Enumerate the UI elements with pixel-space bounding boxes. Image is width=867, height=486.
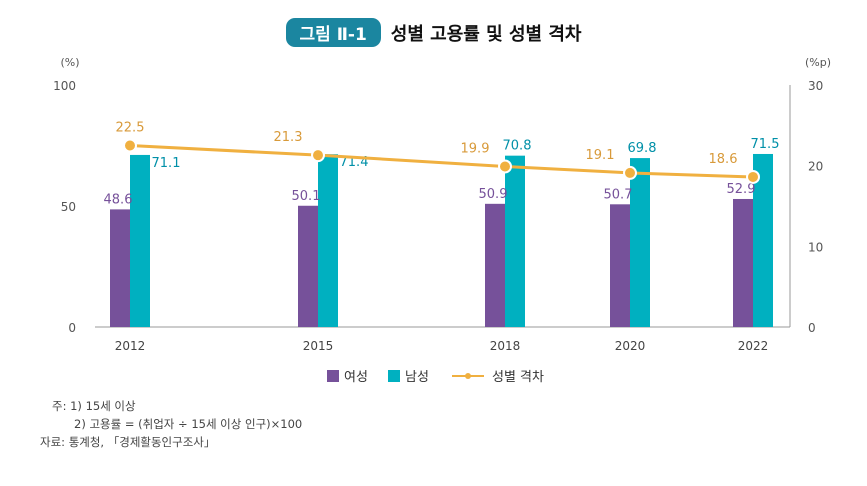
label-gap: 19.9 — [461, 141, 490, 156]
left-tick-label: 100 — [53, 79, 76, 93]
figure-title: 그림 Ⅱ-1 성별 고용률 및 성별 격차 — [0, 18, 867, 47]
label-gap: 21.3 — [274, 130, 303, 145]
left-tick-label: 50 — [61, 200, 76, 214]
bar-female — [733, 198, 753, 327]
label-gap: 22.5 — [116, 121, 145, 136]
left-tick-label: 0 — [68, 321, 76, 335]
legend-marker-gap — [465, 373, 471, 379]
label-female: 50.1 — [292, 189, 321, 204]
x-tick-label: 2020 — [615, 339, 646, 353]
x-tick-label: 2012 — [115, 339, 146, 353]
right-tick-label: 10 — [808, 240, 823, 254]
label-male: 69.8 — [628, 141, 657, 156]
bar-male — [130, 154, 150, 327]
label-female: 50.9 — [479, 187, 508, 202]
legend-label-male: 남성 — [405, 370, 429, 385]
label-male: 71.1 — [152, 156, 181, 171]
figure-title-text: 성별 고용률 및 성별 격차 — [390, 23, 582, 45]
gap-point — [123, 138, 137, 153]
legend-swatch-male — [388, 370, 400, 382]
bar-female — [485, 203, 505, 327]
bar-female — [298, 205, 318, 327]
legend-label-gap: 성별 격차 — [492, 370, 544, 385]
label-female: 48.6 — [104, 192, 133, 207]
legend-label-female: 여성 — [344, 370, 368, 385]
x-tick-label: 2015 — [303, 339, 334, 353]
label-female: 50.7 — [604, 187, 633, 202]
label-male: 70.8 — [503, 139, 532, 154]
note-2: 2) 고용률 = (취업자 ÷ 15세 이상 인구)×100 — [74, 417, 303, 431]
legend-swatch-female — [327, 370, 339, 382]
label-female: 52.9 — [727, 182, 756, 197]
right-tick-label: 20 — [808, 160, 823, 174]
bar-female — [110, 209, 130, 327]
chart-svg: (%) (%p) 0 50 100 0 10 20 30 2012 2015 2018 2020 2022… — [53, 56, 831, 385]
gap-point — [623, 165, 637, 180]
bar-male — [753, 153, 773, 327]
label-gap: 18.6 — [709, 152, 738, 167]
source-note: 자료: 통계청, 「경제활동인구조사」 — [40, 435, 216, 449]
figure-badge: 그림 Ⅱ-1 — [285, 18, 381, 47]
left-axis-unit: (%) — [60, 56, 79, 69]
bar-male — [318, 154, 338, 327]
label-male: 71.5 — [751, 137, 780, 152]
gap-line — [129, 144, 754, 179]
bar-male — [505, 155, 525, 327]
gap-point — [311, 148, 325, 163]
x-tick-label: 2022 — [738, 339, 769, 353]
gap-point — [746, 169, 760, 184]
x-tick-label: 2018 — [490, 339, 521, 353]
bar-female — [610, 204, 630, 327]
bar-male — [630, 158, 650, 327]
note-1: 주: 1) 15세 이상 — [52, 399, 136, 413]
right-tick-label: 30 — [808, 79, 823, 93]
label-gap: 19.1 — [586, 148, 615, 163]
right-axis-unit: (%p) — [805, 56, 831, 69]
gap-point — [498, 159, 512, 174]
right-tick-label: 0 — [808, 321, 816, 335]
